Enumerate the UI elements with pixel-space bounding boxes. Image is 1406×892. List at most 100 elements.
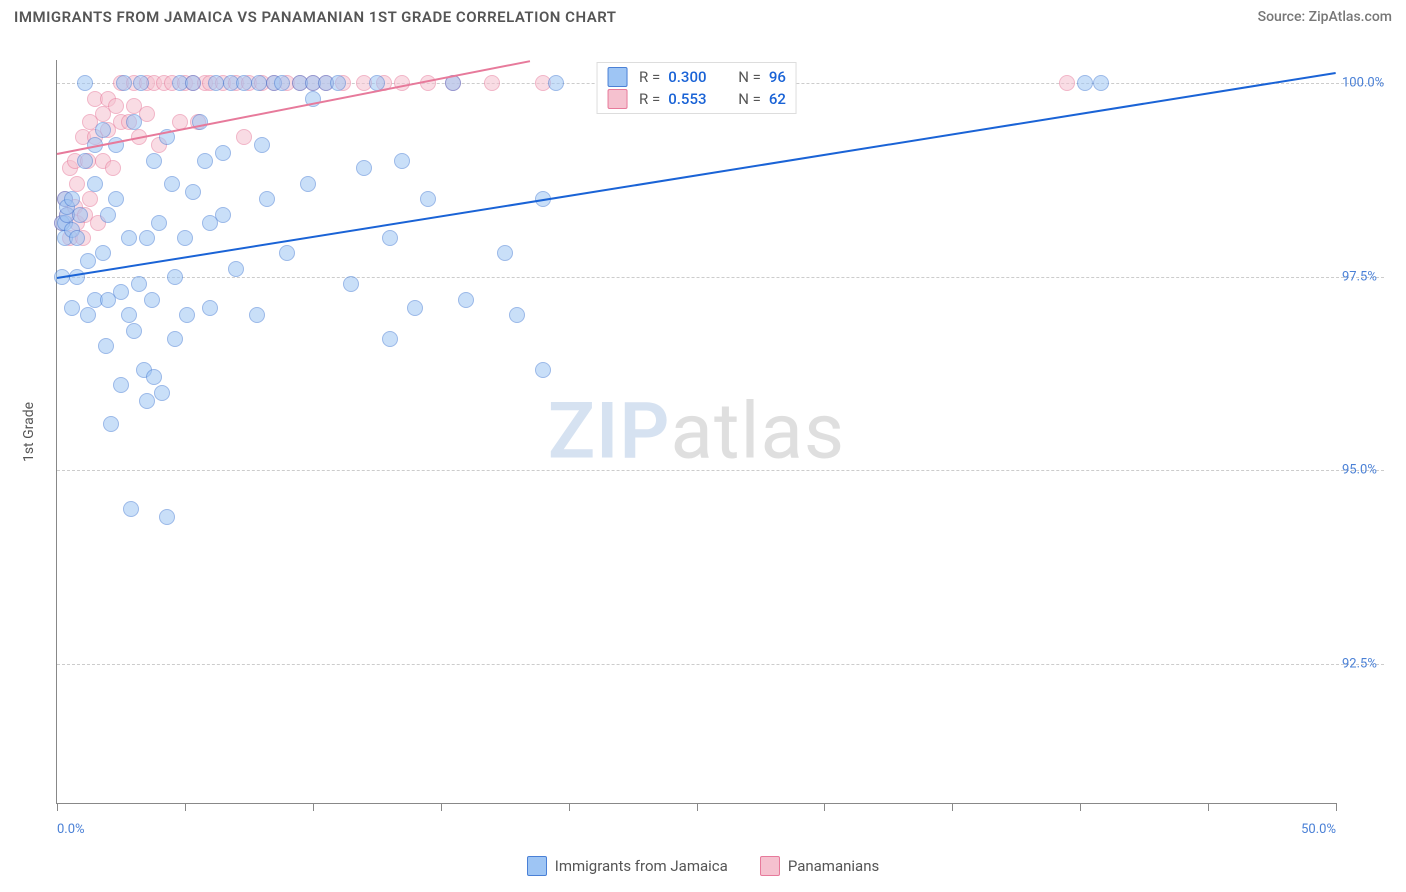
data-point: [1059, 75, 1075, 91]
chart-title: IMMIGRANTS FROM JAMAICA VS PANAMANIAN 1S…: [14, 8, 617, 26]
data-point: [509, 307, 525, 323]
data-point: [133, 75, 149, 91]
data-point: [535, 362, 551, 378]
data-point: [144, 292, 160, 308]
x-tick-label: 0.0%: [57, 822, 85, 837]
y-tick-label: 97.5%: [1336, 269, 1384, 284]
x-tick: [824, 803, 825, 811]
data-point: [123, 501, 139, 517]
data-point: [197, 153, 213, 169]
data-point: [179, 307, 195, 323]
x-tick: [1208, 803, 1209, 811]
data-point: [69, 176, 85, 192]
data-point: [72, 207, 88, 223]
data-point: [139, 393, 155, 409]
data-point: [82, 191, 98, 207]
data-point: [108, 191, 124, 207]
data-point: [394, 153, 410, 169]
data-point: [236, 129, 252, 145]
bottom-legend-blue: Immigrants from Jamaica: [527, 856, 728, 876]
data-point: [80, 307, 96, 323]
data-point: [121, 307, 137, 323]
y-tick-label: 95.0%: [1336, 463, 1384, 478]
data-point: [215, 207, 231, 223]
data-point: [87, 176, 103, 192]
data-point: [98, 338, 114, 354]
x-tick: [1336, 803, 1337, 811]
data-point: [177, 230, 193, 246]
data-point: [300, 176, 316, 192]
data-point: [126, 323, 142, 339]
source-label: Source: ZipAtlas.com: [1258, 9, 1392, 25]
x-tick: [697, 803, 698, 811]
data-point: [167, 269, 183, 285]
data-point: [484, 75, 500, 91]
data-point: [64, 300, 80, 316]
gridline: [57, 664, 1384, 665]
data-point: [131, 276, 147, 292]
legend-row-pink: R = 0.553 N = 62: [607, 89, 786, 109]
data-point: [356, 160, 372, 176]
data-point: [80, 253, 96, 269]
data-point: [146, 369, 162, 385]
x-tick: [313, 803, 314, 811]
data-point: [121, 230, 137, 246]
data-point: [249, 307, 265, 323]
data-point: [64, 191, 80, 207]
data-point: [274, 75, 290, 91]
data-point: [113, 284, 129, 300]
data-point: [185, 75, 201, 91]
bottom-legend-pink: Panamanians: [760, 856, 879, 876]
data-point: [116, 75, 132, 91]
x-tick-label: 50.0%: [1301, 822, 1336, 837]
data-point: [208, 75, 224, 91]
swatch-blue: [527, 856, 547, 876]
data-point: [254, 137, 270, 153]
swatch-blue: [607, 67, 627, 87]
data-point: [215, 145, 231, 161]
data-point: [77, 75, 93, 91]
x-tick: [569, 803, 570, 811]
data-point: [420, 191, 436, 207]
data-point: [154, 385, 170, 401]
y-tick-label: 100.0%: [1336, 76, 1384, 91]
data-point: [95, 122, 111, 138]
gridline: [57, 470, 1384, 471]
data-point: [251, 75, 267, 91]
data-point: [164, 176, 180, 192]
y-axis-title: 1st Grade: [21, 401, 37, 461]
gridline: [57, 277, 1384, 278]
data-point: [382, 230, 398, 246]
x-tick: [185, 803, 186, 811]
data-point: [159, 509, 175, 525]
data-point: [108, 98, 124, 114]
data-point: [1093, 75, 1109, 91]
data-point: [1077, 75, 1093, 91]
data-point: [185, 184, 201, 200]
swatch-pink: [760, 856, 780, 876]
data-point: [202, 300, 218, 316]
data-point: [407, 300, 423, 316]
data-point: [548, 75, 564, 91]
data-point: [69, 269, 85, 285]
y-tick-label: 92.5%: [1336, 656, 1384, 671]
bottom-legend: Immigrants from Jamaica Panamanians: [0, 856, 1406, 876]
data-point: [279, 245, 295, 261]
data-point: [151, 215, 167, 231]
data-point: [228, 261, 244, 277]
data-point: [343, 276, 359, 292]
correlation-legend: R = 0.300 N = 96 R = 0.553 N = 62: [596, 62, 797, 114]
chart-area: 1st Grade ZIPatlas R = 0.300 N = 96 R = …: [14, 42, 1384, 822]
data-point: [167, 331, 183, 347]
data-point: [146, 153, 162, 169]
data-point: [458, 292, 474, 308]
data-point: [139, 230, 155, 246]
chart-header: IMMIGRANTS FROM JAMAICA VS PANAMANIAN 1S…: [0, 0, 1406, 30]
data-point: [497, 245, 513, 261]
data-point: [103, 416, 119, 432]
data-point: [259, 191, 275, 207]
data-point: [105, 160, 121, 176]
legend-row-blue: R = 0.300 N = 96: [607, 67, 786, 87]
x-tick: [1080, 803, 1081, 811]
x-tick: [441, 803, 442, 811]
